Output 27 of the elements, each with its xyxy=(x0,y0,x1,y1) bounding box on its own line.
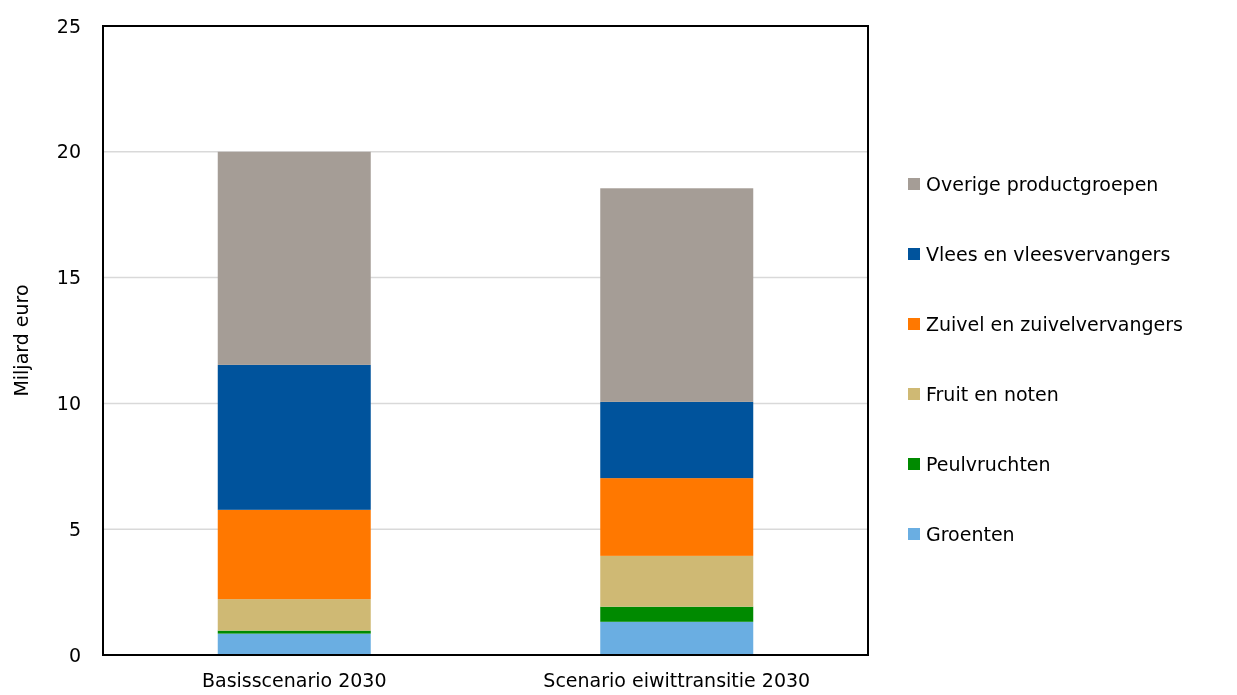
y-tick-label: 5 xyxy=(68,517,81,540)
bar xyxy=(600,621,754,655)
y-tick-label: 25 xyxy=(56,14,81,37)
bar xyxy=(600,188,754,402)
legend-label: Peulvruchten xyxy=(926,452,1051,475)
y-tick-label: 15 xyxy=(56,266,81,289)
legend-label: Fruit en noten xyxy=(926,382,1059,405)
x-tick-label: Basisscenario 2030 xyxy=(201,669,387,691)
bar xyxy=(217,599,371,631)
y-tick-label: 20 xyxy=(56,140,81,163)
y-tick-label: 10 xyxy=(56,392,81,415)
bar xyxy=(600,478,754,556)
legend-label: Overige productgroepen xyxy=(926,172,1159,195)
bar xyxy=(600,606,754,622)
bar xyxy=(217,151,371,365)
legend-label: Vlees en vleesvervangers xyxy=(926,242,1171,265)
y-tick-label: 0 xyxy=(68,643,81,666)
bar xyxy=(217,509,371,600)
y-axis-title: Miljard euro xyxy=(10,284,32,397)
legend-label: Groenten xyxy=(926,522,1015,545)
legend-label: Zuivel en zuivelvervangers xyxy=(926,312,1184,335)
bar xyxy=(600,555,754,607)
bar xyxy=(217,364,371,510)
bar xyxy=(217,630,371,634)
x-tick-label: Scenario eiwittransitie 2030 xyxy=(543,669,811,691)
bar xyxy=(217,633,371,655)
bar xyxy=(600,401,754,479)
